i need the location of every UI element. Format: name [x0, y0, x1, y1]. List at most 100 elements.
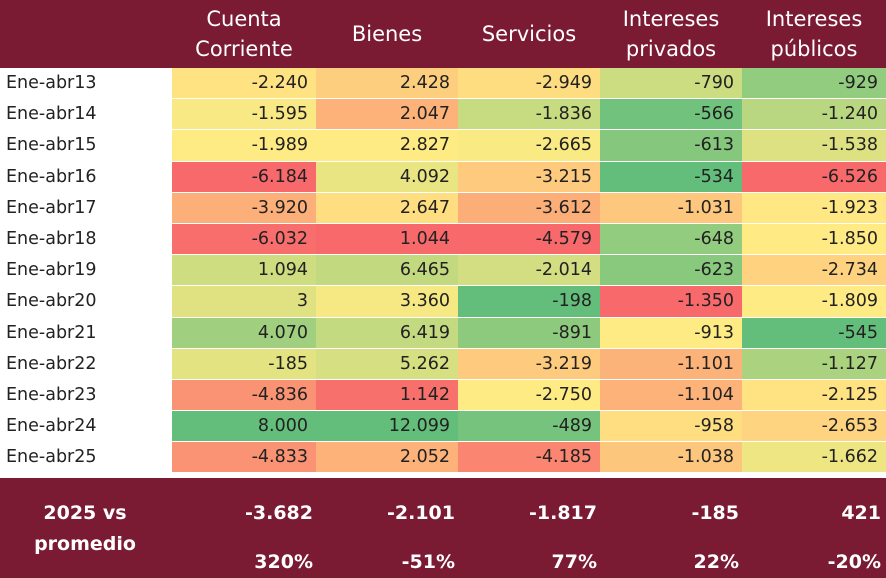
cell-bienes: 1.044 [316, 223, 458, 254]
balance-table-view: Cuenta Corriente Bienes Servicios Interes… [0, 0, 886, 578]
cell-intereses-privados: -623 [600, 255, 742, 286]
summary-diff-intereses-privados: -185 [600, 502, 739, 524]
cell-intereses-privados: -790 [600, 68, 742, 99]
cell-bienes: 6.465 [316, 255, 458, 286]
summary-pct-servicios: 77% [458, 551, 597, 573]
cell-cuenta-corriente: 3 [172, 286, 316, 317]
header-servicios: Servicios [458, 0, 600, 68]
row-label: Ene-abr20 [0, 286, 172, 317]
table-row: Ene-abr13 -2.240 2.428 -2.949 -790 -929 [0, 68, 886, 99]
cell-cuenta-corriente: -6.184 [172, 161, 316, 192]
cell-intereses-publicos: -2.734 [742, 255, 886, 286]
summary-pct-intereses-privados: 22% [600, 551, 739, 573]
row-label: Ene-abr22 [0, 348, 172, 379]
row-label: Ene-abr21 [0, 317, 172, 348]
cell-intereses-privados: -913 [600, 317, 742, 348]
cell-intereses-publicos: -1.240 [742, 99, 886, 130]
cell-intereses-privados: -566 [600, 99, 742, 130]
cell-bienes: 2.052 [316, 442, 458, 473]
cell-servicios: -198 [458, 286, 600, 317]
table-row: Ene-abr21 4.070 6.419 -891 -913 -545 [0, 317, 886, 348]
cell-intereses-privados: -1.350 [600, 286, 742, 317]
cell-servicios: -2.665 [458, 130, 600, 161]
table-body: Ene-abr13 -2.240 2.428 -2.949 -790 -929 Ene-ab… [0, 68, 886, 473]
cell-intereses-publicos: -1.850 [742, 223, 886, 254]
cell-bienes: 5.262 [316, 348, 458, 379]
cell-intereses-publicos: -2.125 [742, 379, 886, 410]
row-label: Ene-abr23 [0, 379, 172, 410]
cell-servicios: -4.185 [458, 442, 600, 473]
cell-intereses-publicos: -1.923 [742, 192, 886, 223]
header-blank-cell [0, 0, 172, 68]
cell-servicios: -2.014 [458, 255, 600, 286]
cell-intereses-privados: -534 [600, 161, 742, 192]
header-cuenta-corriente: Cuenta Corriente [172, 0, 316, 68]
cell-cuenta-corriente: 1.094 [172, 255, 316, 286]
header-intereses-publicos: Intereses públicos [742, 0, 886, 68]
table-row: Ene-abr23 -4.836 1.142 -2.750 -1.104 -2.125 [0, 379, 886, 410]
table-row: Ene-abr14 -1.595 2.047 -1.836 -566 -1.240 [0, 99, 886, 130]
cell-bienes: 2.428 [316, 68, 458, 99]
table-row: Ene-abr17 -3.920 2.647 -3.612 -1.031 -1.923 [0, 192, 886, 223]
cell-cuenta-corriente: -1.595 [172, 99, 316, 130]
cell-intereses-publicos: -1.809 [742, 286, 886, 317]
cell-servicios: -891 [458, 317, 600, 348]
cell-intereses-publicos: -545 [742, 317, 886, 348]
cell-bienes: 3.360 [316, 286, 458, 317]
cell-servicios: -1.836 [458, 99, 600, 130]
cell-intereses-publicos: -2.653 [742, 411, 886, 442]
cell-servicios: -2.750 [458, 379, 600, 410]
cell-intereses-privados: -648 [600, 223, 742, 254]
summary-pct-intereses-publicos: -20% [742, 551, 881, 573]
cell-bienes: 1.142 [316, 379, 458, 410]
table-header-row: Cuenta Corriente Bienes Servicios Interes… [0, 0, 886, 68]
cell-cuenta-corriente: -3.920 [172, 192, 316, 223]
header-intereses-privados: Intereses privados [600, 0, 742, 68]
summary-diff-cuenta-corriente: -3.682 [172, 502, 313, 524]
cell-cuenta-corriente: 8.000 [172, 411, 316, 442]
table-row: Ene-abr19 1.094 6.465 -2.014 -623 -2.734 [0, 255, 886, 286]
summary-diff-servicios: -1.817 [458, 502, 597, 524]
cell-servicios: -3.215 [458, 161, 600, 192]
cell-servicios: -2.949 [458, 68, 600, 99]
cell-bienes: 6.419 [316, 317, 458, 348]
cell-servicios: -489 [458, 411, 600, 442]
cell-intereses-privados: -1.031 [600, 192, 742, 223]
cell-intereses-publicos: -1.538 [742, 130, 886, 161]
cell-intereses-privados: -1.101 [600, 348, 742, 379]
row-label: Ene-abr18 [0, 223, 172, 254]
cell-cuenta-corriente: -4.833 [172, 442, 316, 473]
row-label: Ene-abr16 [0, 161, 172, 192]
row-label: Ene-abr24 [0, 411, 172, 442]
cell-cuenta-corriente: -2.240 [172, 68, 316, 99]
summary-diff-bienes: -2.101 [316, 502, 455, 524]
summary-diff-intereses-publicos: 421 [742, 502, 881, 524]
cell-bienes: 2.047 [316, 99, 458, 130]
row-label: Ene-abr14 [0, 99, 172, 130]
table-row: Ene-abr25 -4.833 2.052 -4.185 -1.038 -1.662 [0, 442, 886, 473]
cell-bienes: 2.647 [316, 192, 458, 223]
summary-pct-bienes: -51% [316, 551, 455, 573]
cell-bienes: 12.099 [316, 411, 458, 442]
cell-servicios: -4.579 [458, 223, 600, 254]
row-label: Ene-abr25 [0, 442, 172, 473]
cell-intereses-publicos: -1.662 [742, 442, 886, 473]
cell-cuenta-corriente: -185 [172, 348, 316, 379]
cell-servicios: -3.612 [458, 192, 600, 223]
cell-cuenta-corriente: 4.070 [172, 317, 316, 348]
row-label: Ene-abr19 [0, 255, 172, 286]
table-row: Ene-abr18 -6.032 1.044 -4.579 -648 -1.850 [0, 223, 886, 254]
table-row: Ene-abr16 -6.184 4.092 -3.215 -534 -6.526 [0, 161, 886, 192]
cell-intereses-privados: -1.104 [600, 379, 742, 410]
cell-cuenta-corriente: -6.032 [172, 223, 316, 254]
cell-cuenta-corriente: -4.836 [172, 379, 316, 410]
row-label: Ene-abr15 [0, 130, 172, 161]
table-row: Ene-abr24 8.000 12.099 -489 -958 -2.653 [0, 411, 886, 442]
summary-label: 2025 vs promedio [10, 498, 160, 560]
cell-cuenta-corriente: -1.989 [172, 130, 316, 161]
cell-intereses-publicos: -929 [742, 68, 886, 99]
header-bienes: Bienes [316, 0, 458, 68]
cell-servicios: -3.219 [458, 348, 600, 379]
table-row: Ene-abr22 -185 5.262 -3.219 -1.101 -1.127 [0, 348, 886, 379]
cell-intereses-privados: -613 [600, 130, 742, 161]
